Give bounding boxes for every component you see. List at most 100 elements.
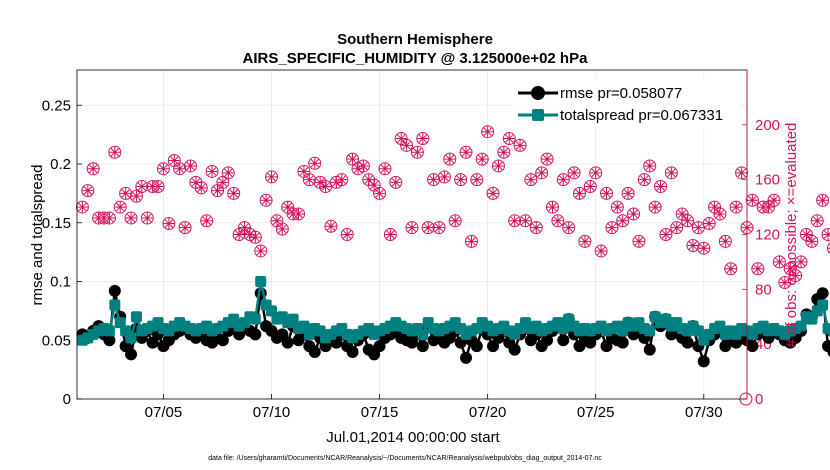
totalspread-point	[103, 325, 115, 337]
evaluated-point	[563, 222, 575, 234]
evaluated-point	[476, 153, 488, 165]
evaluated-point	[82, 185, 94, 197]
totalspread-point	[827, 325, 830, 337]
possible-point	[81, 184, 95, 198]
possible-point	[637, 173, 651, 187]
evaluated-point	[460, 146, 472, 158]
possible-point	[383, 228, 397, 241]
evaluated-point	[390, 176, 402, 188]
possible-point	[632, 234, 646, 248]
possible-point	[205, 164, 219, 178]
evaluated-point	[525, 174, 537, 186]
evaluated-point	[206, 165, 218, 177]
evaluated-point	[584, 181, 596, 193]
legend: rmse pr=0.058077 totalspread pr=0.067331	[513, 78, 741, 128]
totalspread-point	[644, 325, 656, 337]
evaluated-point	[455, 174, 467, 186]
evaluated-point	[330, 176, 342, 188]
evaluated-point	[811, 215, 823, 227]
rmse-point	[822, 340, 830, 353]
evaluated-point	[574, 187, 585, 199]
possible-point	[697, 241, 711, 255]
possible-point	[254, 244, 268, 258]
rmse-point	[108, 284, 121, 297]
possible-point	[238, 221, 251, 235]
totalspread-point	[557, 323, 569, 334]
possible-point	[702, 217, 716, 231]
evaluated-point	[152, 181, 164, 193]
evaluated-point	[125, 212, 137, 224]
possible-point	[378, 162, 392, 176]
possible-point	[410, 145, 424, 159]
rmse-point	[416, 340, 429, 353]
possible-point	[540, 152, 554, 166]
possible-point	[810, 214, 824, 228]
evaluated-point	[303, 174, 315, 186]
evaluated-point	[87, 163, 99, 175]
possible-point	[529, 221, 543, 235]
evaluated-point	[168, 154, 180, 166]
possible-point	[340, 228, 354, 241]
possible-point	[562, 221, 576, 235]
evaluated-point	[271, 215, 283, 227]
evaluated-point	[136, 181, 148, 193]
chart-title: Southern Hemisphere	[337, 31, 493, 48]
evaluated-point	[76, 201, 88, 213]
evaluated-point	[655, 181, 667, 193]
evaluated-point	[552, 215, 564, 227]
evaluated-point	[244, 229, 256, 240]
evaluated-point	[347, 153, 359, 165]
y-axis-label-right: # of obs: o=possible; ×=evaluated	[783, 123, 800, 348]
possible-point	[108, 145, 122, 159]
rmse-point	[308, 346, 321, 358]
evaluated-point	[211, 185, 223, 197]
evaluated-point	[509, 215, 521, 227]
evaluated-point	[103, 212, 115, 224]
evaluated-point	[638, 174, 650, 186]
possible-point	[265, 170, 279, 184]
evaluated-point	[676, 208, 688, 220]
evaluated-point	[428, 174, 440, 186]
rmse-point	[643, 343, 656, 356]
possible-point	[659, 228, 673, 241]
possible-point	[75, 200, 89, 214]
evaluated-point	[541, 153, 553, 165]
evaluated-point	[395, 133, 407, 145]
possible-point	[578, 234, 592, 248]
possible-point	[140, 211, 154, 225]
possible-point	[600, 186, 614, 200]
evaluated-point	[438, 171, 450, 183]
possible-point	[448, 214, 462, 228]
possible-point	[783, 262, 797, 276]
evaluated-point	[514, 139, 526, 151]
evaluated-point	[492, 160, 504, 172]
possible-point	[308, 156, 322, 170]
evaluated-point	[692, 222, 704, 234]
possible-point	[113, 200, 127, 214]
evaluated-point	[374, 187, 386, 199]
possible-point	[389, 175, 403, 189]
possible-point	[491, 159, 505, 173]
legend-box	[513, 78, 741, 128]
evaluated-point	[217, 176, 229, 188]
totalspread-point	[287, 313, 299, 325]
rmse-point	[508, 343, 521, 356]
evaluated-point	[687, 239, 699, 251]
totalspread-point	[109, 299, 121, 311]
possible-point	[718, 234, 732, 248]
evaluated-point	[595, 245, 607, 257]
evaluated-point	[406, 222, 418, 234]
x-tick-label: 07/20	[469, 404, 507, 421]
evaluated-point	[698, 242, 710, 254]
possible-point	[799, 228, 813, 241]
evaluated-point	[714, 208, 726, 220]
possible-point	[535, 166, 549, 180]
possible-point	[594, 244, 608, 258]
possible-point	[789, 269, 803, 283]
rmse-point	[470, 340, 483, 353]
possible-point	[670, 221, 684, 235]
evaluated-point	[352, 163, 364, 175]
evaluated-point	[730, 201, 742, 213]
evaluated-point	[260, 194, 272, 206]
